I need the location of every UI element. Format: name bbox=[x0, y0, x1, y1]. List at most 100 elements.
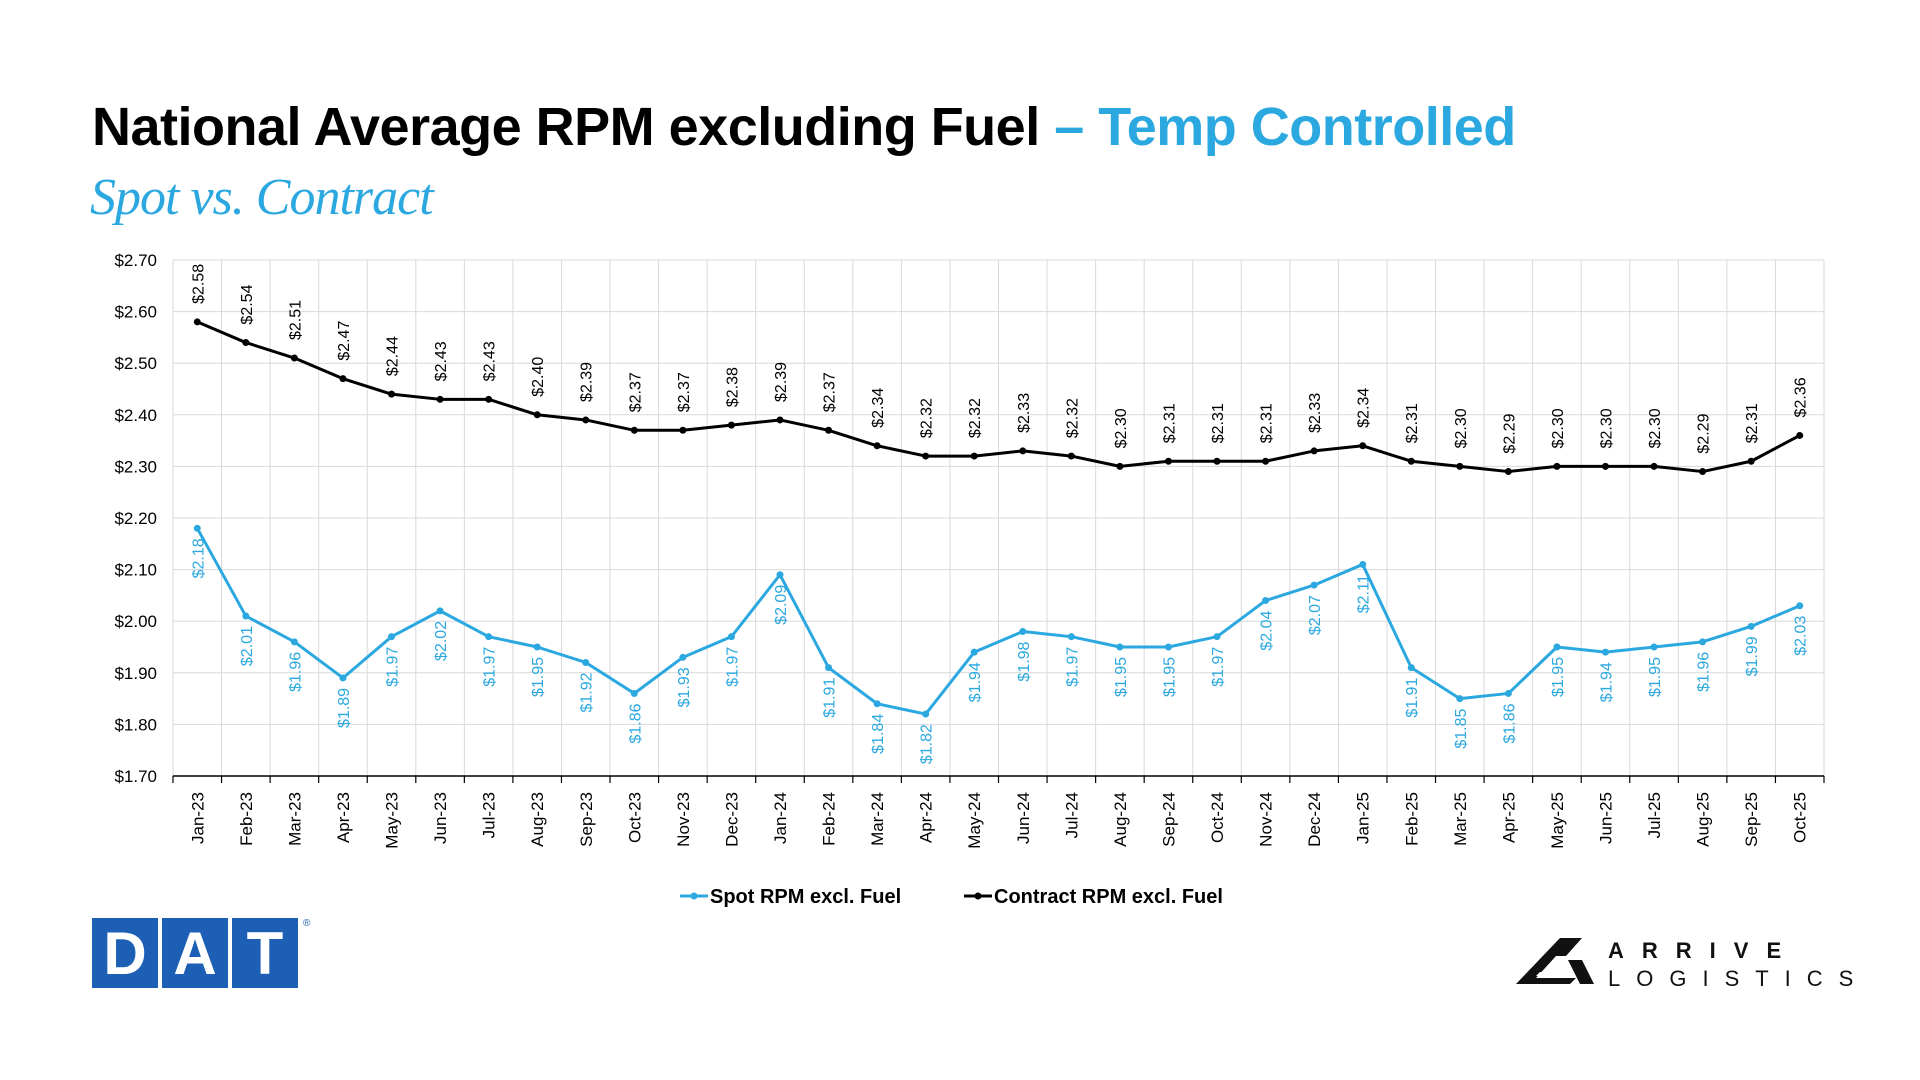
data-label: $1.94 bbox=[1598, 662, 1615, 702]
data-label: $1.97 bbox=[724, 647, 741, 687]
data-label: $2.38 bbox=[724, 367, 741, 407]
x-tick-label: Nov-23 bbox=[674, 792, 693, 847]
data-point bbox=[1699, 468, 1707, 476]
data-label: $2.36 bbox=[1793, 377, 1810, 417]
data-label: $1.96 bbox=[1696, 652, 1713, 692]
y-tick-label: $2.30 bbox=[114, 457, 157, 476]
data-point bbox=[679, 653, 687, 661]
data-point bbox=[922, 710, 930, 718]
data-point bbox=[630, 689, 638, 697]
data-label: $2.43 bbox=[482, 341, 499, 381]
data-point bbox=[1359, 442, 1367, 450]
data-point bbox=[1699, 638, 1707, 646]
data-label: $2.30 bbox=[1598, 408, 1615, 448]
x-tick-label: Jul-23 bbox=[480, 792, 499, 838]
x-tick-label: Feb-24 bbox=[820, 792, 839, 846]
page-subtitle: Spot vs. Contract bbox=[90, 169, 434, 226]
data-label: $1.86 bbox=[1501, 703, 1518, 743]
x-tick-label: Jan-25 bbox=[1354, 792, 1373, 844]
data-label: $2.44 bbox=[385, 336, 402, 376]
data-point bbox=[1116, 462, 1124, 470]
data-label: $1.95 bbox=[1550, 657, 1567, 697]
data-point bbox=[825, 664, 833, 672]
x-tick-label: Feb-23 bbox=[237, 792, 256, 846]
data-label: $2.31 bbox=[1210, 403, 1227, 443]
dat-logo: D A T ® bbox=[92, 918, 310, 988]
arrive-wordmark: ARRIVE bbox=[1608, 938, 1800, 963]
legend-marker bbox=[690, 892, 698, 900]
data-point bbox=[1456, 695, 1464, 703]
data-point bbox=[1601, 462, 1609, 470]
data-label: $2.40 bbox=[530, 357, 547, 397]
data-label: $1.97 bbox=[385, 647, 402, 687]
data-label: $2.02 bbox=[433, 621, 450, 661]
x-tick-label: Oct-24 bbox=[1208, 792, 1227, 843]
data-label: $1.91 bbox=[1404, 678, 1421, 718]
data-label: $2.31 bbox=[1161, 403, 1178, 443]
data-label: $1.82 bbox=[919, 724, 936, 764]
data-label: $2.30 bbox=[1647, 408, 1664, 448]
data-label: $2.32 bbox=[1064, 398, 1081, 438]
data-label: $1.86 bbox=[627, 703, 644, 743]
data-point bbox=[727, 633, 735, 641]
data-label: $2.29 bbox=[1501, 413, 1518, 453]
data-label: $2.37 bbox=[627, 372, 644, 412]
x-tick-label: Mar-23 bbox=[285, 792, 304, 846]
data-label: $2.31 bbox=[1744, 403, 1761, 443]
data-point bbox=[1213, 633, 1221, 641]
data-label: $2.32 bbox=[967, 398, 984, 438]
y-tick-label: $1.80 bbox=[114, 715, 157, 734]
data-point bbox=[873, 442, 881, 450]
data-point bbox=[242, 612, 250, 620]
data-label: $1.93 bbox=[676, 667, 693, 707]
dat-logo-letter-a: A bbox=[162, 918, 228, 988]
x-tick-label: Jun-25 bbox=[1596, 792, 1615, 844]
data-label: $2.33 bbox=[1307, 393, 1324, 433]
data-point bbox=[1067, 633, 1075, 641]
data-point bbox=[630, 426, 638, 434]
data-point bbox=[1650, 462, 1658, 470]
data-point bbox=[1747, 457, 1755, 465]
data-point bbox=[1504, 468, 1512, 476]
data-label: $2.39 bbox=[579, 362, 596, 402]
data-label: $2.03 bbox=[1793, 616, 1810, 656]
legend-label: Contract RPM excl. Fuel bbox=[994, 886, 1223, 908]
y-tick-label: $2.50 bbox=[114, 354, 157, 373]
x-tick-label: Jul-24 bbox=[1062, 792, 1081, 838]
data-point bbox=[388, 390, 396, 398]
data-label: $1.92 bbox=[579, 672, 596, 712]
series-line-contract bbox=[196, 320, 1801, 474]
data-point bbox=[1310, 581, 1318, 589]
x-tick-label: Apr-25 bbox=[1499, 792, 1518, 843]
data-label: $1.85 bbox=[1453, 709, 1470, 749]
x-tick-label: Aug-23 bbox=[528, 792, 547, 847]
data-point bbox=[1164, 643, 1172, 651]
y-tick-label: $2.10 bbox=[114, 561, 157, 580]
x-tick-label: Jul-25 bbox=[1645, 792, 1664, 838]
data-point bbox=[1407, 457, 1415, 465]
data-label: $2.43 bbox=[433, 341, 450, 381]
data-label: $1.84 bbox=[870, 714, 887, 754]
y-tick-label: $2.00 bbox=[114, 612, 157, 631]
data-label: $2.31 bbox=[1259, 403, 1276, 443]
data-point bbox=[1407, 664, 1415, 672]
x-tick-label: May-23 bbox=[383, 792, 402, 849]
logistics-wordmark: LOGISTICS bbox=[1608, 966, 1870, 991]
data-point bbox=[970, 648, 978, 656]
data-label: $2.37 bbox=[676, 372, 693, 412]
x-tick-label: Apr-24 bbox=[917, 792, 936, 843]
data-point bbox=[582, 658, 590, 666]
data-point bbox=[582, 416, 590, 424]
data-label: $1.97 bbox=[1064, 647, 1081, 687]
data-point bbox=[1116, 643, 1124, 651]
data-label: $1.91 bbox=[822, 678, 839, 718]
data-label: $2.58 bbox=[190, 264, 207, 304]
data-label: $1.95 bbox=[530, 657, 547, 697]
data-point bbox=[436, 395, 444, 403]
data-point bbox=[727, 421, 735, 429]
data-point bbox=[1067, 452, 1075, 460]
data-label: $2.51 bbox=[287, 300, 304, 340]
data-point bbox=[1310, 447, 1318, 455]
y-tick-label: $1.70 bbox=[114, 767, 157, 786]
dat-logo-letter-t: T bbox=[232, 918, 298, 988]
